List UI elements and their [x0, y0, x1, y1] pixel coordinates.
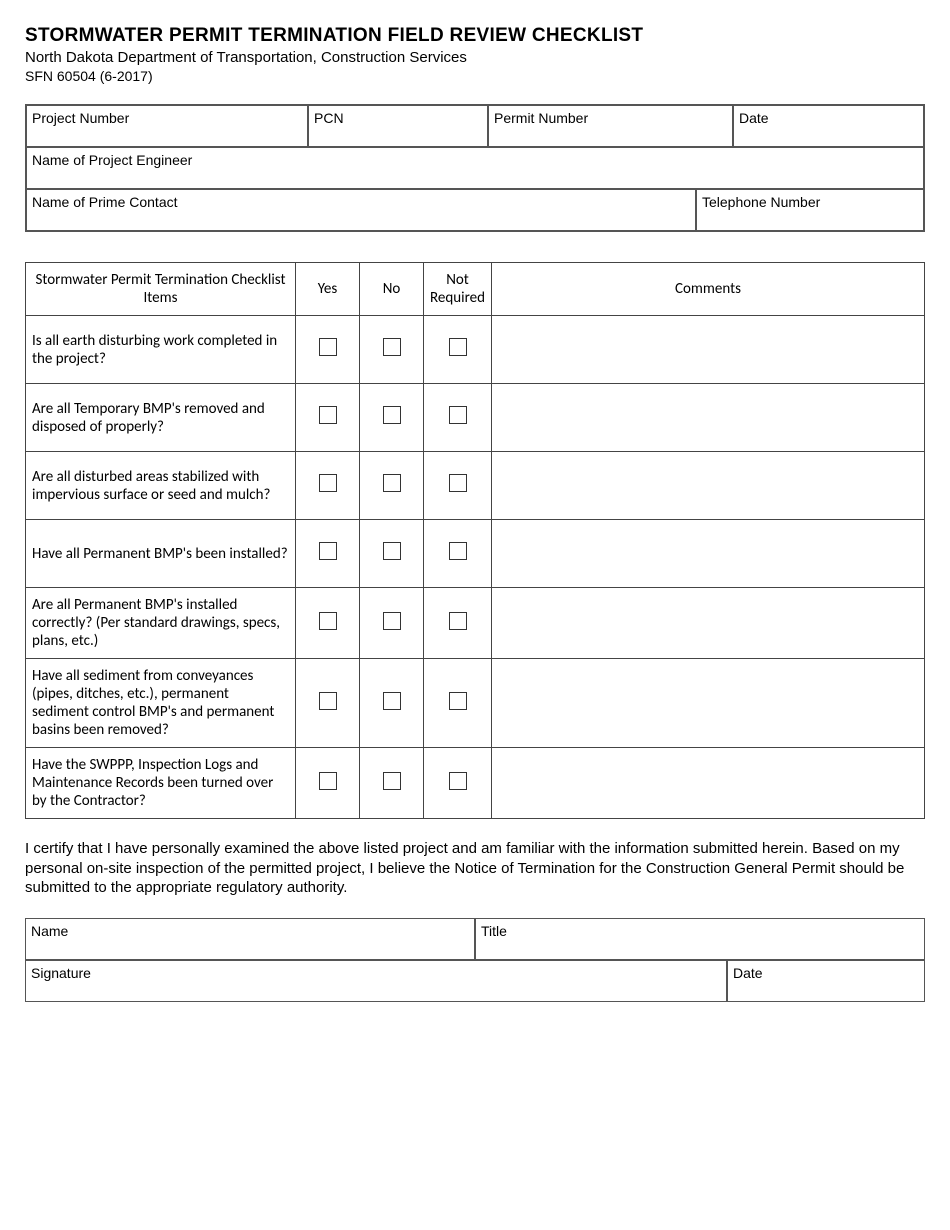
header-not-required: Not Required: [424, 263, 492, 316]
pcn-field[interactable]: PCN: [308, 105, 488, 147]
checklist-row: Have the SWPPP, Inspection Logs and Main…: [26, 748, 925, 819]
form-title: STORMWATER PERMIT TERMINATION FIELD REVI…: [25, 25, 925, 47]
form-header: STORMWATER PERMIT TERMINATION FIELD REVI…: [25, 25, 925, 84]
signature-grid: Name Title Signature Date: [25, 918, 925, 1002]
checkbox-cell-not-required: [424, 659, 492, 748]
checkbox-no[interactable]: [383, 406, 401, 424]
header-items: Stormwater Permit Termination Checklist …: [26, 263, 296, 316]
checkbox-cell-not-required: [424, 748, 492, 819]
checkbox-no[interactable]: [383, 692, 401, 710]
checklist-item-text: Is all earth disturbing work completed i…: [26, 316, 296, 384]
checkbox-yes[interactable]: [319, 406, 337, 424]
checkbox-cell-not-required: [424, 384, 492, 452]
checklist-row: Are all Temporary BMP's removed and disp…: [26, 384, 925, 452]
checkbox-cell-no: [360, 748, 424, 819]
date-field[interactable]: Date: [733, 105, 924, 147]
checkbox-not-required[interactable]: [449, 406, 467, 424]
checkbox-cell-no: [360, 588, 424, 659]
checkbox-cell-not-required: [424, 588, 492, 659]
checkbox-cell-yes: [296, 748, 360, 819]
checkbox-yes[interactable]: [319, 338, 337, 356]
checklist-row: Have all sediment from conveyances (pipe…: [26, 659, 925, 748]
engineer-name-field[interactable]: Name of Project Engineer: [26, 147, 924, 189]
checkbox-yes[interactable]: [319, 692, 337, 710]
header-no: No: [360, 263, 424, 316]
checkbox-yes[interactable]: [319, 772, 337, 790]
project-info-grid: Project Number PCN Permit Number Date Na…: [25, 104, 925, 232]
header-comments: Comments: [492, 263, 925, 316]
checkbox-yes[interactable]: [319, 542, 337, 560]
checkbox-not-required[interactable]: [449, 692, 467, 710]
header-yes: Yes: [296, 263, 360, 316]
comments-cell[interactable]: [492, 748, 925, 819]
checkbox-cell-no: [360, 659, 424, 748]
checklist-item-text: Are all Permanent BMP's installed correc…: [26, 588, 296, 659]
checkbox-no[interactable]: [383, 338, 401, 356]
comments-cell[interactable]: [492, 452, 925, 520]
comments-cell[interactable]: [492, 659, 925, 748]
form-subtitle: North Dakota Department of Transportatio…: [25, 49, 925, 66]
permit-number-field[interactable]: Permit Number: [488, 105, 733, 147]
checkbox-cell-not-required: [424, 452, 492, 520]
checkbox-no[interactable]: [383, 474, 401, 492]
checkbox-cell-not-required: [424, 520, 492, 588]
checkbox-cell-no: [360, 316, 424, 384]
checklist-row: Have all Permanent BMP's been installed?: [26, 520, 925, 588]
checkbox-no[interactable]: [383, 772, 401, 790]
checkbox-yes[interactable]: [319, 612, 337, 630]
checklist-row: Are all disturbed areas stabilized with …: [26, 452, 925, 520]
comments-cell[interactable]: [492, 316, 925, 384]
checkbox-not-required[interactable]: [449, 772, 467, 790]
checklist-row: Is all earth disturbing work completed i…: [26, 316, 925, 384]
name-field[interactable]: Name: [25, 918, 475, 960]
prime-contact-field[interactable]: Name of Prime Contact: [26, 189, 696, 231]
checkbox-not-required[interactable]: [449, 474, 467, 492]
signature-date-field[interactable]: Date: [727, 960, 925, 1002]
project-number-field[interactable]: Project Number: [26, 105, 308, 147]
checkbox-not-required[interactable]: [449, 612, 467, 630]
checkbox-not-required[interactable]: [449, 338, 467, 356]
checkbox-not-required[interactable]: [449, 542, 467, 560]
checkbox-cell-yes: [296, 452, 360, 520]
form-number: SFN 60504 (6-2017): [25, 68, 925, 84]
checkbox-cell-not-required: [424, 316, 492, 384]
title-field[interactable]: Title: [475, 918, 925, 960]
checklist-item-text: Have all sediment from conveyances (pipe…: [26, 659, 296, 748]
checkbox-no[interactable]: [383, 542, 401, 560]
checklist-item-text: Have all Permanent BMP's been installed?: [26, 520, 296, 588]
signature-field[interactable]: Signature: [25, 960, 727, 1002]
checkbox-no[interactable]: [383, 612, 401, 630]
checklist-table: Stormwater Permit Termination Checklist …: [25, 262, 925, 819]
checklist-item-text: Have the SWPPP, Inspection Logs and Main…: [26, 748, 296, 819]
checkbox-cell-no: [360, 520, 424, 588]
checkbox-cell-yes: [296, 659, 360, 748]
certification-text: I certify that I have personally examine…: [25, 839, 925, 898]
checkbox-cell-yes: [296, 520, 360, 588]
checkbox-cell-no: [360, 452, 424, 520]
checklist-item-text: Are all Temporary BMP's removed and disp…: [26, 384, 296, 452]
checkbox-cell-yes: [296, 316, 360, 384]
comments-cell[interactable]: [492, 384, 925, 452]
comments-cell[interactable]: [492, 588, 925, 659]
checkbox-yes[interactable]: [319, 474, 337, 492]
checkbox-cell-yes: [296, 588, 360, 659]
telephone-field[interactable]: Telephone Number: [696, 189, 924, 231]
comments-cell[interactable]: [492, 520, 925, 588]
checkbox-cell-no: [360, 384, 424, 452]
checklist-row: Are all Permanent BMP's installed correc…: [26, 588, 925, 659]
checklist-item-text: Are all disturbed areas stabilized with …: [26, 452, 296, 520]
checkbox-cell-yes: [296, 384, 360, 452]
